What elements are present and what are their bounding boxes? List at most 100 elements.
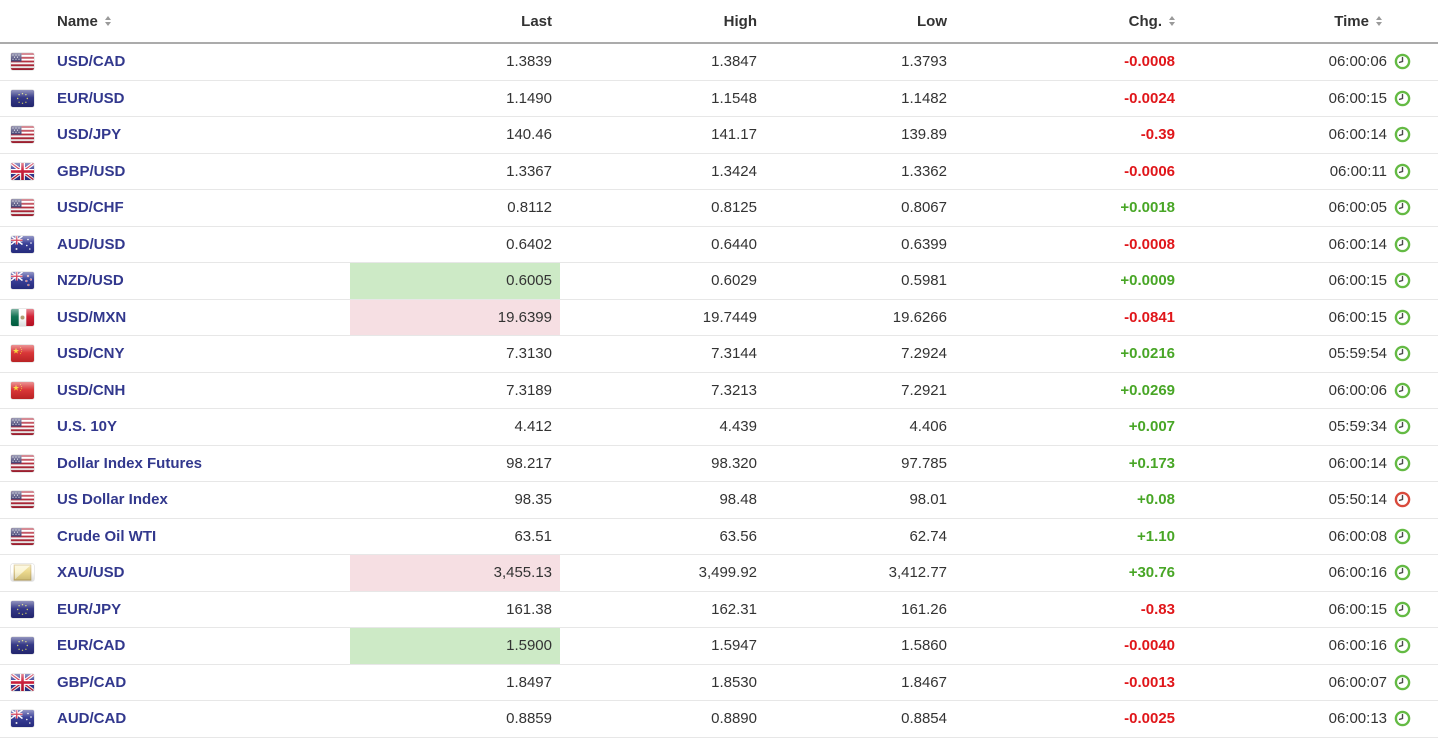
table-row[interactable]: AUD/CAD 0.8859 0.8890 0.8854 -0.0025 06:… [0, 701, 1438, 738]
instrument-link[interactable]: USD/CAD [57, 53, 126, 71]
name-column-header[interactable]: Name [45, 0, 350, 42]
last-cell: 0.8112 [350, 190, 560, 226]
table-row[interactable]: EUR/USD 1.1490 1.1548 1.1482 -0.0024 06:… [0, 81, 1438, 117]
instrument-link[interactable]: XAU/USD [57, 564, 125, 582]
instrument-link[interactable]: EUR/JPY [57, 600, 122, 618]
instrument-link[interactable]: EUR/USD [57, 89, 125, 107]
table-header: Name Last High Low Chg. Time [0, 0, 1438, 44]
chg-value: +0.08 [1137, 491, 1175, 509]
high-cell: 0.6029 [560, 263, 765, 299]
table-row[interactable]: AUD/USD 0.6402 0.6440 0.6399 -0.0008 06:… [0, 227, 1438, 263]
time-value: 06:00:15 [1328, 89, 1387, 107]
clock-icon [1394, 455, 1411, 472]
time-cell: 06:00:15 [1183, 592, 1438, 628]
instrument-link[interactable]: NZD/USD [57, 272, 124, 290]
cn-flag-icon [11, 345, 34, 363]
low-value: 19.6266 [892, 308, 947, 326]
clock-icon-stale [1394, 491, 1411, 508]
table-row[interactable]: USD/MXN 19.6399 19.7449 19.6266 -0.0841 … [0, 299, 1438, 336]
flag-cell [0, 44, 45, 80]
high-value: 98.48 [719, 491, 757, 509]
high-value: 63.56 [719, 527, 757, 545]
table-row[interactable]: EUR/JPY 161.38 162.31 161.26 -0.83 06:00… [0, 592, 1438, 628]
instrument-link[interactable]: EUR/CAD [57, 637, 126, 655]
table-row[interactable]: GBP/CAD 1.8497 1.8530 1.8467 -0.0013 06:… [0, 665, 1438, 701]
last-cell: 161.38 [350, 592, 560, 628]
chg-cell: -0.0006 [955, 154, 1183, 190]
instrument-link[interactable]: Crude Oil WTI [57, 527, 157, 545]
flag-cell [0, 154, 45, 190]
high-value: 0.6440 [711, 235, 757, 253]
time-cell: 06:00:06 [1183, 44, 1438, 80]
time-value: 06:00:06 [1328, 53, 1387, 71]
table-row[interactable]: EUR/CAD 1.5900 1.5947 1.5860 -0.0040 06:… [0, 628, 1438, 665]
instrument-link[interactable]: GBP/CAD [57, 673, 127, 691]
table-row[interactable]: US Dollar Index 98.35 98.48 98.01 +0.08 … [0, 482, 1438, 519]
instrument-link[interactable]: USD/MXN [57, 308, 127, 326]
low-value: 98.01 [909, 491, 947, 509]
table-row[interactable]: USD/JPY 140.46 141.17 139.89 -0.39 06:00… [0, 117, 1438, 154]
time-value: 06:00:16 [1328, 564, 1387, 582]
high-cell: 98.320 [560, 446, 765, 482]
gb-flag-icon [11, 673, 34, 691]
name-cell: GBP/USD [45, 154, 350, 190]
instrument-link[interactable]: AUD/USD [57, 235, 126, 253]
flag-column-header [0, 0, 45, 42]
table-row[interactable]: XAU/USD 3,455.13 3,499.92 3,412.77 +30.7… [0, 555, 1438, 592]
name-cell: GBP/CAD [45, 665, 350, 701]
table-row[interactable]: Dollar Index Futures 98.217 98.320 97.78… [0, 446, 1438, 482]
table-row[interactable]: USD/CHF 0.8112 0.8125 0.8067 +0.0018 06:… [0, 190, 1438, 227]
sort-icon[interactable] [105, 16, 111, 26]
table-row[interactable]: USD/CAD 1.3839 1.3847 1.3793 -0.0008 06:… [0, 44, 1438, 81]
time-cell: 05:59:34 [1183, 409, 1438, 445]
instrument-link[interactable]: US Dollar Index [57, 491, 168, 509]
name-cell: EUR/JPY [45, 592, 350, 628]
low-value: 1.3793 [901, 53, 947, 71]
last-cell: 0.6005 [350, 263, 560, 299]
low-value: 1.8467 [901, 673, 947, 691]
instrument-link[interactable]: AUD/CAD [57, 710, 127, 728]
chg-value: -0.0040 [1124, 637, 1175, 655]
name-cell: EUR/USD [45, 81, 350, 117]
flag-cell [0, 373, 45, 409]
high-cell: 7.3144 [560, 336, 765, 372]
high-value: 1.5947 [711, 637, 757, 655]
table-row[interactable]: NZD/USD 0.6005 0.6029 0.5981 +0.0009 06:… [0, 263, 1438, 300]
time-cell: 06:00:06 [1183, 373, 1438, 409]
instrument-link[interactable]: USD/JPY [57, 126, 122, 144]
sort-icon[interactable] [1169, 16, 1175, 26]
high-cell: 7.3213 [560, 373, 765, 409]
last-value: 140.46 [506, 126, 552, 144]
instrument-link[interactable]: USD/CNH [57, 381, 126, 399]
table-row[interactable]: USD/CNH 7.3189 7.3213 7.2921 +0.0269 06:… [0, 373, 1438, 409]
instrument-link[interactable]: USD/CNY [57, 345, 125, 363]
table-row[interactable]: USD/CNY 7.3130 7.3144 7.2924 +0.0216 05:… [0, 336, 1438, 373]
au-flag-icon [11, 235, 34, 253]
instrument-link[interactable]: USD/CHF [57, 199, 124, 217]
sort-icon[interactable] [1376, 16, 1382, 26]
instrument-link[interactable]: U.S. 10Y [57, 418, 118, 436]
flag-cell [0, 409, 45, 445]
table-row[interactable]: U.S. 10Y 4.412 4.439 4.406 +0.007 05:59:… [0, 409, 1438, 446]
chg-column-header[interactable]: Chg. [955, 0, 1183, 42]
clock-icon [1394, 163, 1411, 180]
last-cell: 63.51 [350, 519, 560, 555]
last-cell: 0.6402 [350, 227, 560, 263]
flag-cell [0, 555, 45, 591]
time-cell: 06:00:15 [1183, 81, 1438, 117]
clock-icon [1394, 418, 1411, 435]
instrument-link[interactable]: Dollar Index Futures [57, 454, 203, 472]
table-row[interactable]: GBP/USD 1.3367 1.3424 1.3362 -0.0006 06:… [0, 154, 1438, 190]
flag-cell [0, 300, 45, 336]
chg-value: -0.83 [1140, 600, 1175, 618]
flag-cell [0, 628, 45, 664]
low-cell: 7.2921 [765, 373, 955, 409]
flag-cell [0, 519, 45, 555]
table-row[interactable]: Crude Oil WTI 63.51 63.56 62.74 +1.10 06… [0, 519, 1438, 555]
instrument-link[interactable]: GBP/USD [57, 162, 126, 180]
time-column-header[interactable]: Time [1183, 0, 1438, 42]
name-cell: USD/JPY [45, 117, 350, 153]
name-cell: USD/CNH [45, 373, 350, 409]
time-cell: 06:00:14 [1183, 446, 1438, 482]
chg-value: +0.173 [1128, 454, 1175, 472]
